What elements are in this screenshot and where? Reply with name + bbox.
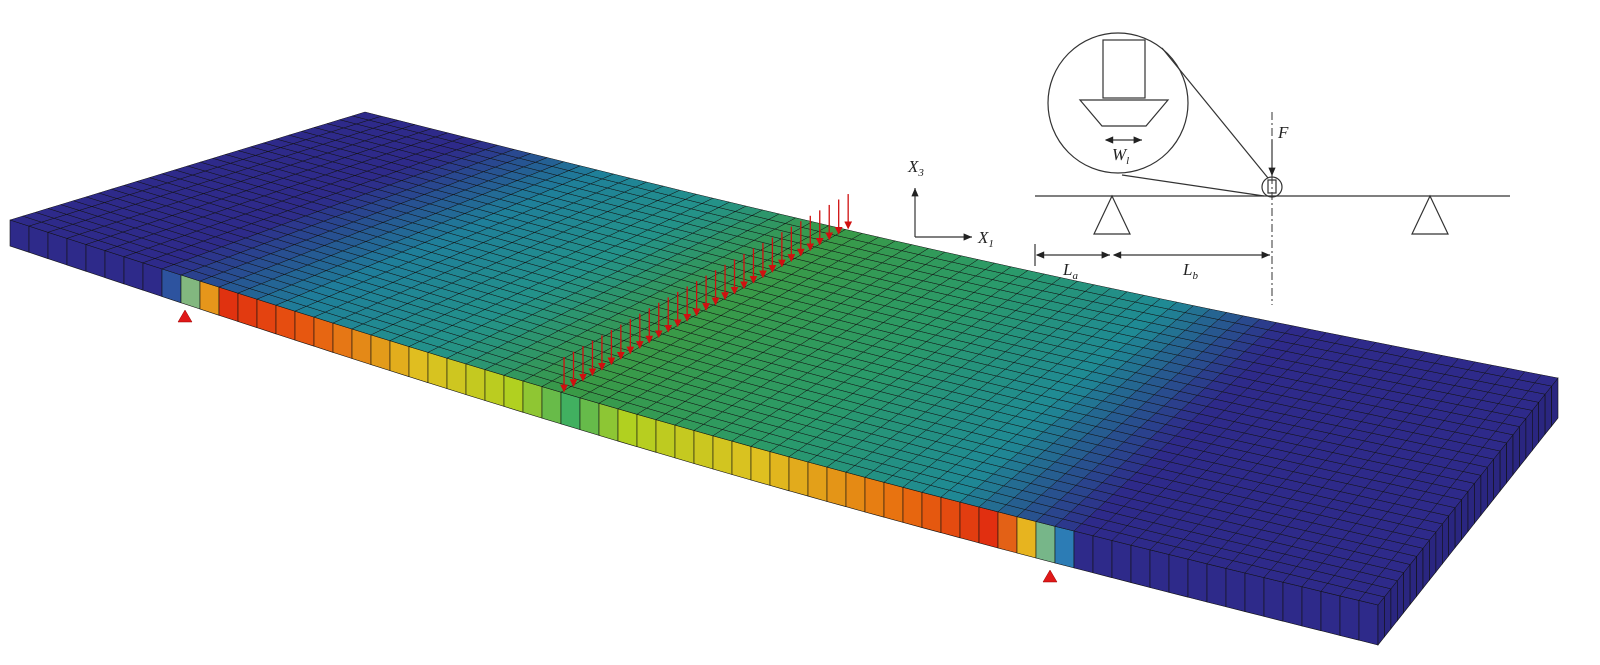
schematic: Wl F La Lb <box>1034 32 1510 305</box>
side-element <box>370 334 391 372</box>
side-element <box>788 456 809 497</box>
side-element <box>1263 577 1284 622</box>
side-element <box>769 451 790 492</box>
side-element <box>1054 525 1075 569</box>
side-element <box>940 496 961 539</box>
side-element <box>655 419 676 459</box>
label-sub: 1 <box>988 238 994 250</box>
side-element <box>1244 572 1265 617</box>
span-b-label: Lb <box>1182 260 1198 282</box>
label-sub: b <box>1192 270 1198 282</box>
side-element <box>579 397 600 436</box>
label-base: X <box>907 157 919 176</box>
axis-x1-label: X1 <box>977 228 994 250</box>
fe-mesh <box>9 111 1559 646</box>
side-element <box>674 424 695 464</box>
support <box>1093 194 1131 235</box>
side-element <box>864 476 885 518</box>
width-label: Wl <box>1112 145 1129 167</box>
side-element <box>351 328 372 366</box>
side-element <box>1339 595 1360 641</box>
label-base: L <box>1182 260 1192 279</box>
side-element <box>636 413 657 453</box>
side-element <box>997 511 1018 554</box>
side-element <box>408 346 429 384</box>
side-element <box>1111 540 1132 583</box>
label-base: X <box>977 228 989 247</box>
side-element <box>560 391 581 431</box>
label-base: W <box>1112 145 1128 164</box>
side-element <box>1206 563 1227 608</box>
side-element <box>598 402 619 442</box>
side-element <box>807 461 828 502</box>
side-element <box>1016 516 1037 559</box>
side-element <box>1149 549 1170 593</box>
side-element <box>902 486 923 528</box>
side-element <box>389 340 410 378</box>
side-element <box>826 466 847 508</box>
detail-line <box>1161 47 1269 179</box>
side-element <box>883 481 904 523</box>
side-element <box>332 322 353 359</box>
indenter-body <box>1102 39 1146 99</box>
detail-circle <box>1047 32 1189 174</box>
side-element <box>1130 544 1151 588</box>
label-sub: 3 <box>917 167 924 179</box>
side-element <box>1358 600 1379 646</box>
side-element <box>1092 535 1113 579</box>
label-sub: l <box>1126 155 1129 167</box>
side-element <box>1073 530 1094 574</box>
side-element <box>1187 558 1208 603</box>
side-element <box>959 501 980 544</box>
span-a-label: La <box>1062 260 1078 282</box>
side-element <box>1282 581 1303 627</box>
side-element <box>503 374 524 413</box>
side-element <box>427 351 448 390</box>
label-base: L <box>1062 260 1072 279</box>
support-marker <box>177 309 193 323</box>
side-element <box>750 446 771 486</box>
side-element <box>845 471 866 513</box>
side-element <box>1301 586 1322 632</box>
support <box>1411 194 1449 235</box>
side-element <box>465 363 486 401</box>
load-arrows <box>560 194 853 393</box>
support-marker <box>1042 569 1058 583</box>
axis-x3-label: X3 <box>907 157 924 179</box>
side-element <box>712 435 733 475</box>
indenter-tip <box>1078 99 1170 127</box>
side-element <box>693 430 714 470</box>
label-sub: a <box>1072 270 1078 282</box>
force-label: F <box>1277 123 1289 142</box>
side-element <box>978 506 999 549</box>
coordinate-axes: X3 X1 <box>907 157 994 250</box>
side-element <box>921 491 942 534</box>
detail-line <box>1121 174 1265 197</box>
side-element <box>1225 568 1246 612</box>
top-element <box>1534 374 1559 387</box>
side-element <box>1320 590 1341 636</box>
side-element <box>617 408 638 448</box>
side-element <box>522 380 543 419</box>
side-element <box>541 386 562 425</box>
side-element <box>731 440 752 481</box>
side-element <box>484 369 505 407</box>
side-element <box>1168 554 1189 598</box>
side-element <box>1035 521 1056 564</box>
side-element <box>446 357 467 396</box>
